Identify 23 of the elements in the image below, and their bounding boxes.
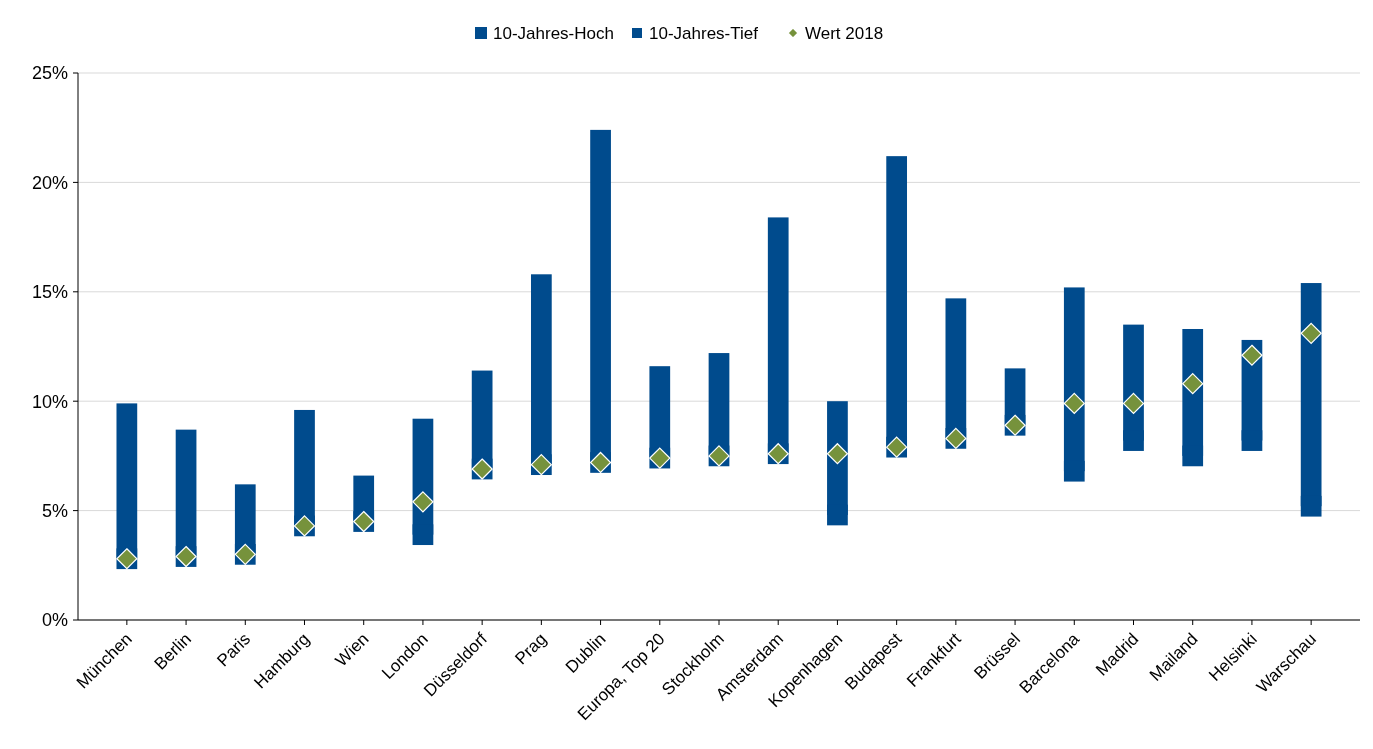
- y-tick-label: 15%: [31, 282, 68, 303]
- point: [826, 443, 849, 465]
- point: [1063, 460, 1085, 482]
- point: [1300, 495, 1322, 517]
- point: [1063, 392, 1085, 414]
- point: [412, 524, 434, 546]
- legend-label: 10-Jahres-Hoch: [493, 23, 614, 43]
- point: [1300, 322, 1322, 344]
- point: [1182, 445, 1204, 467]
- y-tick-label: 10%: [31, 391, 68, 412]
- y-tick-label: 25%: [31, 63, 68, 84]
- point: [1123, 430, 1144, 451]
- point: [1241, 430, 1263, 451]
- y-tick-label: 20%: [31, 172, 68, 193]
- y-tick-label: 0%: [41, 610, 68, 631]
- point: [1241, 344, 1263, 366]
- point: [1182, 373, 1204, 395]
- point: [827, 504, 848, 526]
- point: [1122, 392, 1145, 414]
- y-tick-label: 5%: [41, 500, 68, 521]
- legend-label: 10-Jahres-Tief: [649, 23, 759, 43]
- point: [412, 491, 434, 513]
- legend-label: Wert 2018: [805, 23, 884, 43]
